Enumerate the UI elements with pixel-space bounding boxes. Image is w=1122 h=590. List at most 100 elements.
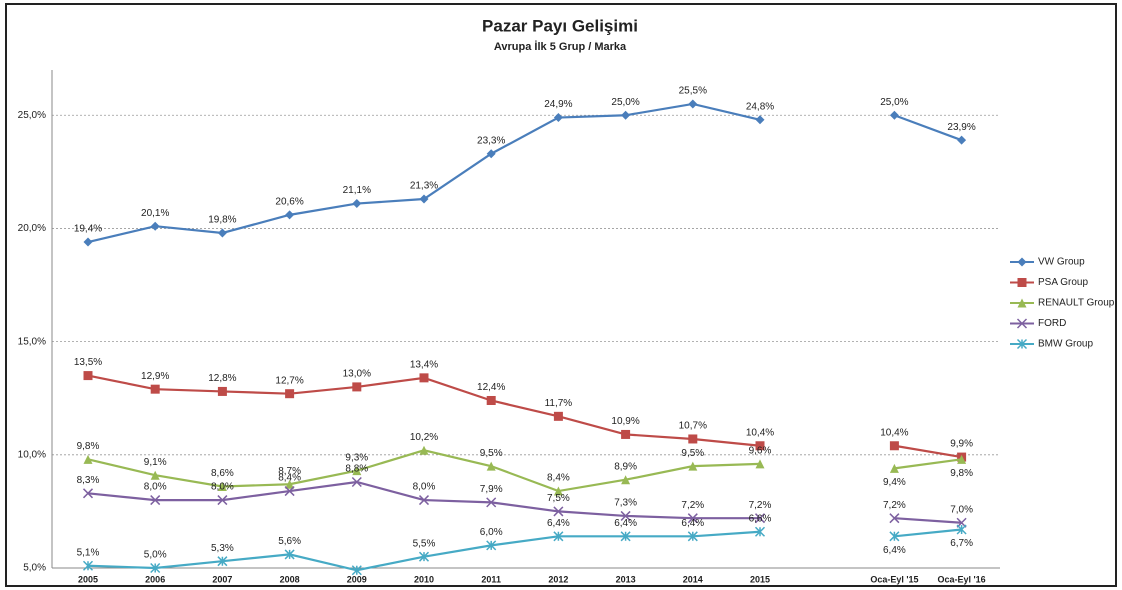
data-label: 5,0% (144, 550, 167, 561)
data-label: 8,9% (614, 461, 637, 472)
marker (419, 194, 429, 204)
data-label: 13,4% (410, 359, 438, 370)
marker (553, 506, 564, 517)
data-label: 9,9% (950, 439, 973, 450)
data-label: 5,1% (77, 547, 100, 558)
data-label: 25,0% (880, 97, 908, 108)
marker (351, 565, 362, 576)
data-label: 7,2% (749, 500, 772, 511)
marker (418, 495, 430, 506)
marker (217, 556, 228, 567)
marker (82, 560, 94, 571)
data-label: 7,2% (883, 500, 906, 511)
data-label: 21,3% (410, 181, 438, 192)
x-tick-label: 2012 (548, 574, 568, 584)
marker (553, 113, 563, 123)
data-label: 8,0% (413, 482, 436, 493)
data-label: 7,3% (614, 498, 637, 509)
data-label: 23,9% (947, 122, 975, 133)
marker (688, 461, 698, 471)
marker (621, 429, 631, 439)
marker (754, 526, 766, 537)
marker (621, 110, 631, 120)
x-tick-label: 2006 (145, 574, 165, 584)
marker (352, 466, 362, 476)
marker (285, 389, 295, 399)
data-label: 8,6% (211, 468, 234, 479)
x-tick-label: 2009 (347, 574, 367, 584)
data-label: 25,5% (679, 86, 707, 97)
data-label: 21,1% (343, 185, 371, 196)
x-tick-label: 2011 (481, 574, 501, 584)
marker (620, 510, 631, 521)
data-label: 10,7% (679, 421, 707, 432)
y-tick-label: 25,0% (18, 110, 46, 121)
legend-label: FORD (1038, 318, 1066, 329)
marker (486, 497, 497, 508)
marker (284, 486, 295, 497)
legend-marker (1016, 318, 1028, 329)
data-label: 23,3% (477, 135, 505, 146)
marker (889, 463, 899, 473)
legend-marker (1016, 338, 1028, 350)
marker (687, 531, 698, 542)
marker (553, 531, 564, 542)
marker (285, 210, 295, 220)
data-label: 10,4% (746, 427, 774, 438)
data-label: 24,9% (544, 99, 572, 110)
marker (150, 495, 161, 506)
x-tick-label: 2008 (280, 574, 300, 584)
x-tick-label: 2013 (616, 574, 636, 584)
marker (217, 228, 227, 238)
marker (688, 99, 698, 109)
marker (217, 482, 227, 492)
marker (889, 110, 899, 120)
marker (486, 395, 496, 405)
marker (352, 382, 362, 392)
data-label: 8,8% (345, 464, 368, 475)
data-label: 13,0% (343, 369, 371, 380)
marker (620, 531, 631, 542)
marker (688, 434, 698, 444)
marker (82, 488, 94, 499)
data-label: 9,3% (345, 452, 368, 463)
data-label: 8,4% (278, 473, 301, 484)
marker (83, 371, 93, 381)
marker (150, 562, 161, 574)
data-label: 6,4% (547, 518, 570, 529)
data-label: 10,2% (410, 432, 438, 443)
x-tick-label: Oca-Eyl '16 (938, 574, 986, 584)
data-label: 7,2% (681, 500, 704, 511)
data-label: 9,5% (681, 448, 704, 459)
marker (352, 199, 362, 209)
marker (755, 441, 765, 451)
data-label: 9,8% (77, 441, 100, 452)
data-label: 6,6% (749, 513, 772, 524)
x-tick-label: 2010 (414, 574, 434, 584)
x-tick-label: 2014 (683, 574, 703, 584)
marker (889, 513, 900, 524)
data-label: 5,5% (413, 538, 436, 549)
marker (150, 221, 160, 231)
frame (5, 3, 1117, 587)
data-label: 7,0% (950, 504, 973, 515)
legend-label: VW Group (1038, 257, 1085, 268)
data-label: 12,9% (141, 371, 169, 382)
data-label: 9,5% (480, 448, 503, 459)
data-label: 8,4% (547, 473, 570, 484)
data-label: 6,0% (480, 527, 503, 538)
marker (755, 459, 765, 469)
data-label: 6,4% (681, 518, 704, 529)
y-tick-label: 20,0% (18, 223, 46, 234)
data-label: 8,3% (77, 475, 100, 486)
marker (150, 470, 160, 480)
data-label: 8,0% (211, 482, 234, 493)
data-label: 8,7% (278, 466, 301, 477)
marker (621, 475, 631, 485)
x-tick-label: 2015 (750, 574, 770, 584)
marker (956, 524, 967, 535)
data-label: 7,5% (547, 493, 570, 504)
data-label: 9,6% (749, 446, 772, 457)
data-label: 9,4% (883, 477, 906, 488)
